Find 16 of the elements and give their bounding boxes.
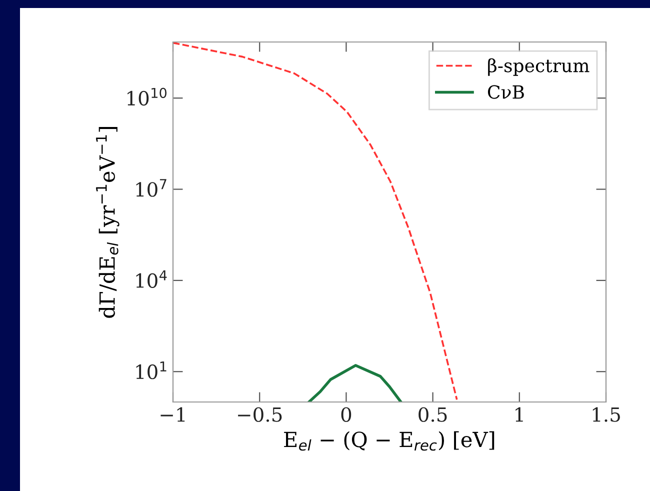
legend-label: β-spectrum	[488, 58, 590, 76]
line-series	[173, 42, 458, 400]
y-tick-label: 10$^{4}$	[136, 270, 167, 288]
legend-label: CνB	[488, 85, 524, 99]
x-tick-label: −1	[160, 407, 185, 422]
y-tick-label: 10$^{7}$	[136, 179, 166, 197]
y-tick-label: 10$^{1}$	[136, 361, 166, 380]
x-tick-label: 0	[341, 407, 352, 422]
line-series	[308, 364, 402, 402]
x-tick-label: 1	[516, 407, 523, 422]
y-tick-label: 10$^{10}$	[128, 88, 167, 106]
x-tick-label: −0.5	[238, 407, 282, 422]
x-tick-label: 0.5	[418, 407, 447, 422]
x-tick-label: 1.5	[592, 407, 620, 422]
x-axis-title: E$_{el}$ − (Q − E$_{rec}$) [eV]	[284, 431, 494, 451]
y-axis-title: dΓ/dE$_{el}$ [yr$^{−1}$eV$^{−1}$]	[96, 127, 120, 318]
